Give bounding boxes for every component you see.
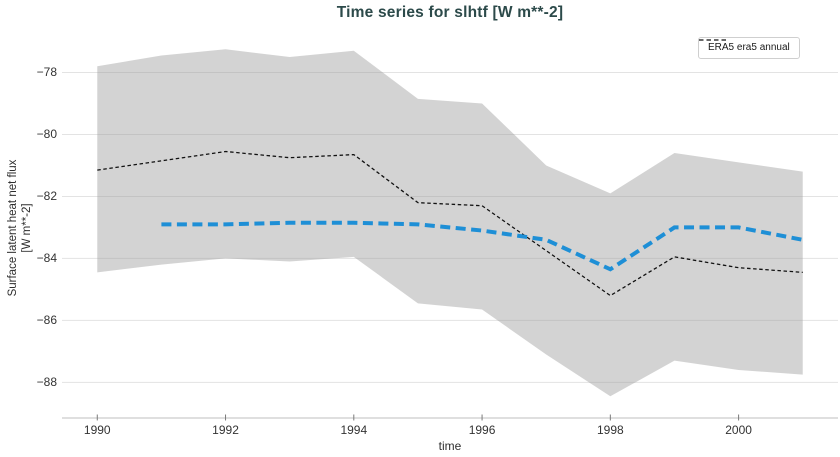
legend: ERA5 era5 annual bbox=[698, 37, 800, 59]
y-tick-label: −88 bbox=[36, 375, 57, 390]
x-tick-label: 1996 bbox=[468, 423, 496, 437]
x-tick-label: 1992 bbox=[212, 423, 239, 437]
legend-dashed-line-icon bbox=[699, 39, 727, 41]
x-axis-label: time bbox=[438, 439, 462, 453]
legend-entry-label: ERA5 era5 annual bbox=[708, 42, 790, 53]
y-tick-label: −78 bbox=[36, 65, 57, 80]
y-axis-label: Surface latent heat net flux [W m**-2] bbox=[6, 78, 36, 378]
chart-title: Time series for slhtf [W m**-2] bbox=[336, 4, 564, 21]
x-tick-label: 2000 bbox=[725, 423, 752, 437]
y-tick-label: −82 bbox=[36, 189, 57, 204]
y-tick-label: −84 bbox=[36, 251, 57, 266]
x-tick-label: 1994 bbox=[340, 423, 368, 437]
y-tick-label: −80 bbox=[36, 127, 57, 142]
x-tick-label: 1998 bbox=[596, 423, 624, 437]
y-axis-label-line2: [W m**-2] bbox=[21, 203, 33, 253]
x-tick-label: 1990 bbox=[83, 423, 111, 437]
uncertainty-band-area bbox=[97, 49, 803, 397]
y-tick-label: −86 bbox=[36, 313, 57, 328]
y-axis-label-line1: Surface latent heat net flux bbox=[7, 159, 19, 297]
era5-annual-line bbox=[97, 150, 803, 297]
